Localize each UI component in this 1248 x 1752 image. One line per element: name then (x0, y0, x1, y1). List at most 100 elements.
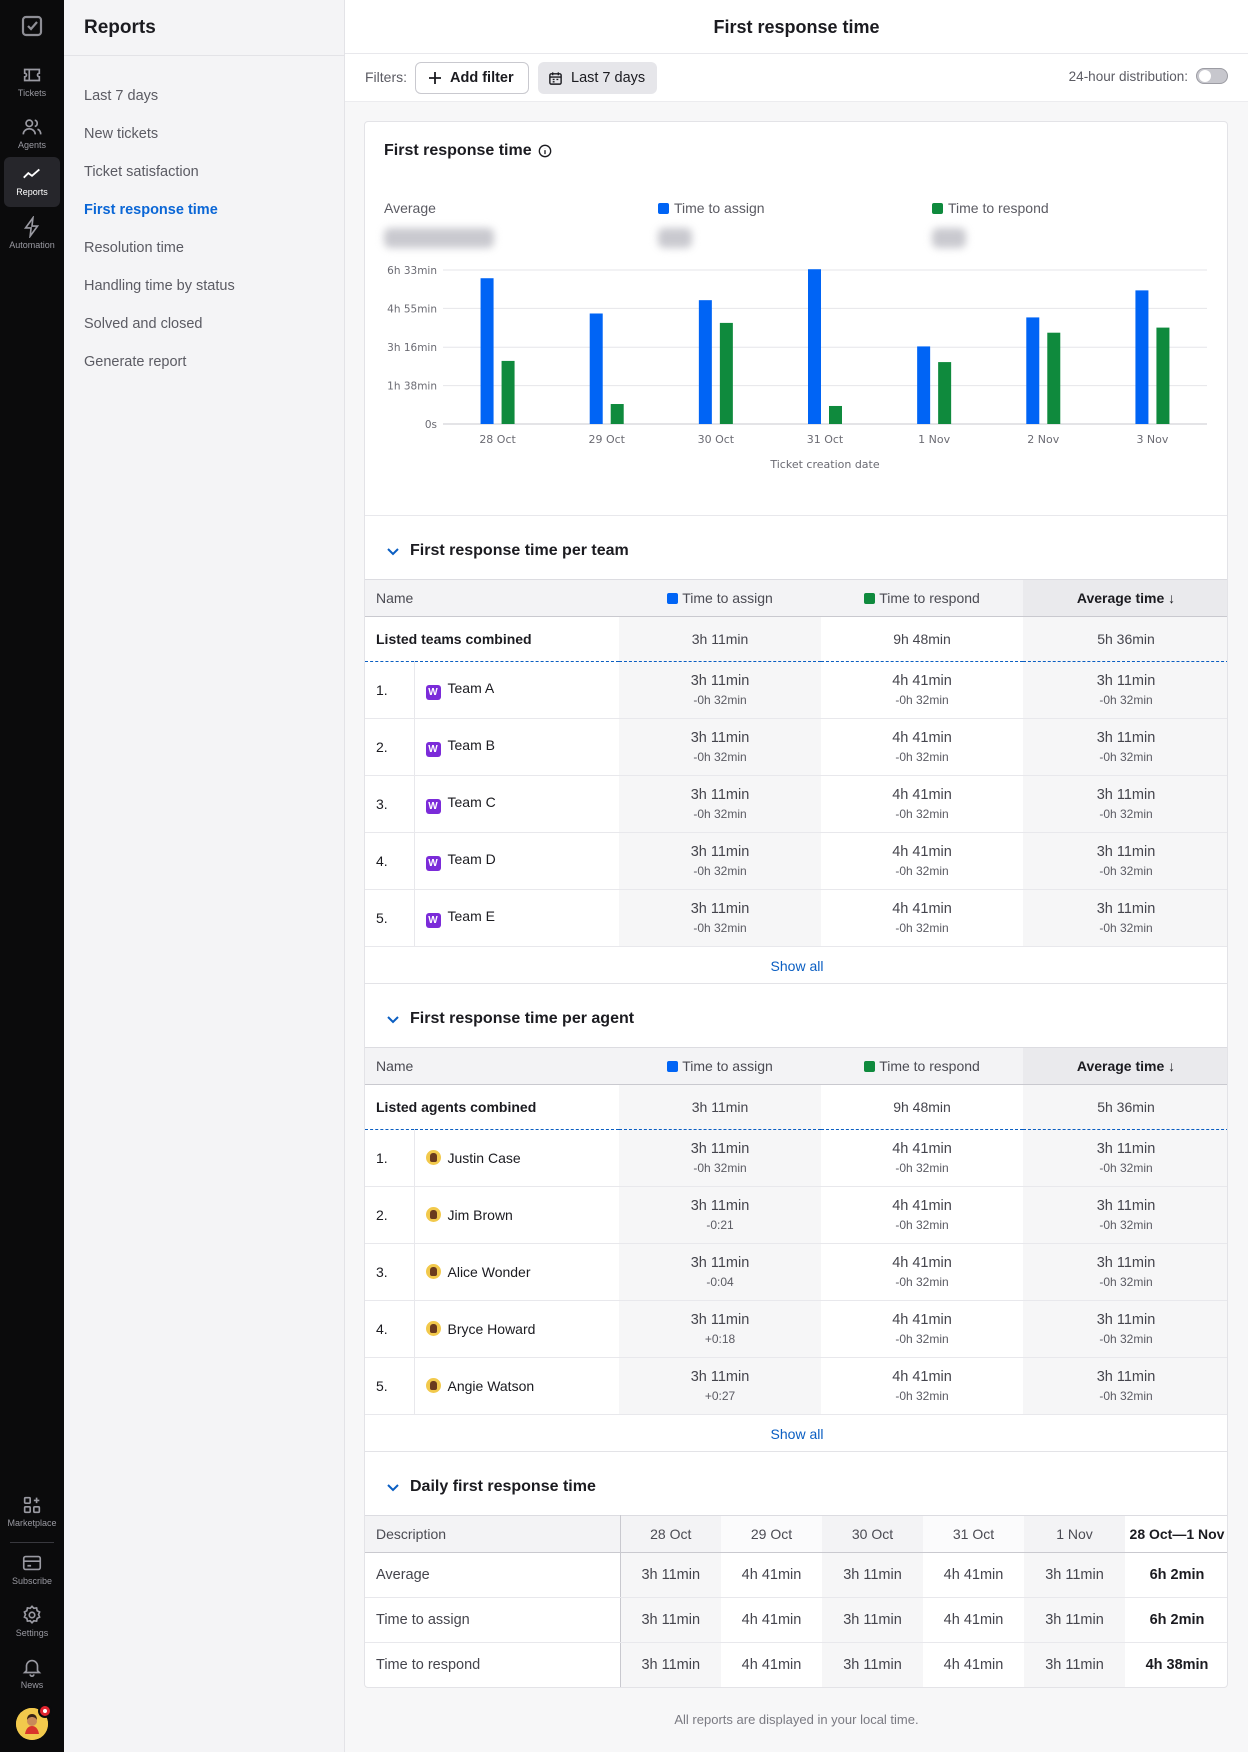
day-value: 3h 11min (1024, 1642, 1125, 1687)
avg-delta: -0h 32min (1099, 1275, 1153, 1289)
col-range-total[interactable]: 28 Oct—1 Nov (1125, 1515, 1227, 1553)
x-axis-label: Ticket creation date (769, 458, 879, 471)
rail-label: News (20, 1680, 44, 1690)
assign-delta: -0h 32min (693, 750, 747, 764)
col-day[interactable]: 1 Nov (1024, 1515, 1125, 1553)
sidebar-item-last-7-days[interactable]: Last 7 days (84, 88, 159, 104)
stat-assign-value-redacted (658, 228, 692, 248)
rail-item-automation[interactable]: Automation (4, 210, 60, 260)
stat-assign: Time to assign (658, 200, 765, 216)
row-rank: 3. (365, 775, 415, 833)
rail-item-news[interactable]: News (4, 1650, 60, 1700)
col-time-to-assign[interactable]: Time to assign (619, 1047, 822, 1085)
col-day[interactable]: 28 Oct (620, 1515, 721, 1553)
sidebar-item-ticket-satisfaction[interactable]: Ticket satisfaction (84, 164, 199, 180)
info-icon[interactable] (538, 144, 552, 158)
sidebar-item-resolution-time[interactable]: Resolution time (84, 240, 184, 256)
agents-show-all-link[interactable]: Show all (365, 1416, 1227, 1452)
table-row[interactable]: 3. Alice Wonder 3h 11min -0:04 4h 41min -0… (365, 1243, 1227, 1301)
rail-item-marketplace[interactable]: Marketplace (4, 1488, 60, 1538)
rail-item-subscribe[interactable]: Subscribe (4, 1546, 60, 1596)
sidebar-item-generate-report[interactable]: Generate report (84, 354, 187, 370)
rail-item-settings[interactable]: Settings (4, 1598, 60, 1648)
col-day[interactable]: 31 Oct (923, 1515, 1024, 1553)
add-filter-button[interactable]: Add filter (415, 62, 529, 94)
table-row[interactable]: 5. Angie Watson 3h 11min +0:27 4h 41min -0… (365, 1357, 1227, 1415)
agent-name: Alice Wonder (447, 1264, 531, 1280)
stat-respond-label: Time to respond (948, 200, 1049, 216)
avg-value: 3h 11min (1096, 1369, 1156, 1385)
combined-label: Listed agents combined (365, 1084, 620, 1130)
app-logo-icon[interactable] (20, 14, 44, 38)
assign-cell: 3h 11min -0:04 (619, 1243, 822, 1301)
table-row[interactable]: 5. W Team E 3h 11min -0h 32min 4h 41min -0h… (365, 889, 1227, 947)
daily-section-toggle[interactable]: Daily first response time (386, 1478, 596, 1496)
table-row[interactable]: 1. W Team A 3h 11min -0h 32min 4h 41min -0h… (365, 661, 1227, 719)
respond-cell: 4h 41min -0h 32min (821, 1186, 1024, 1244)
rail-item-tickets[interactable]: Tickets (4, 58, 60, 108)
respond-delta: -0h 32min (895, 807, 949, 821)
col-assign-label: Time to assign (682, 1058, 773, 1074)
col-day[interactable]: 29 Oct (721, 1515, 822, 1553)
agents-icon (22, 119, 42, 135)
section-divider (365, 515, 1227, 516)
ticket-icon (23, 68, 41, 82)
col-name[interactable]: Name (365, 1047, 620, 1085)
col-avg-label: Average time (1076, 590, 1165, 606)
user-avatar[interactable] (16, 1704, 52, 1740)
range-total-value: 6h 2min (1125, 1597, 1227, 1643)
reports-sidebar: Reports Last 7 days New tickets Ticket s… (64, 0, 345, 1752)
avg-value: 3h 11min (1096, 1312, 1156, 1328)
bar-time-to-respond (938, 362, 952, 424)
day-value: 4h 41min (721, 1642, 822, 1687)
col-description[interactable]: Description (365, 1515, 621, 1553)
bar-time-to-assign (589, 313, 603, 424)
team-name-cell: W Team E (414, 889, 620, 947)
team-name: Team C (447, 794, 496, 810)
rail-label: Settings (15, 1628, 49, 1638)
teams-section-toggle[interactable]: First response time per team (386, 542, 629, 560)
col-time-to-assign[interactable]: Time to assign (619, 579, 822, 617)
col-average-time[interactable]: Average time ↓ (1023, 579, 1227, 617)
col-time-to-respond[interactable]: Time to respond (821, 1047, 1024, 1085)
sidebar-item-solved-and-closed[interactable]: Solved and closed (84, 316, 203, 332)
col-time-to-respond[interactable]: Time to respond (821, 579, 1024, 617)
y-tick-label: 1h 38min (387, 381, 437, 393)
lightning-icon (23, 216, 40, 238)
rail-item-agents[interactable]: Agents (4, 110, 60, 160)
combined-avg: 5h 36min (1023, 1084, 1227, 1130)
agents-section-toggle[interactable]: First response time per agent (386, 1010, 634, 1028)
row-rank: 2. (365, 1186, 415, 1244)
col-name[interactable]: Name (365, 579, 620, 617)
table-row[interactable]: 3. W Team C 3h 11min -0h 32min 4h 41min -0h… (365, 775, 1227, 833)
distribution-toggle[interactable] (1196, 68, 1228, 84)
table-row[interactable]: 4. Bryce Howard 3h 11min +0:18 4h 41min -0… (365, 1300, 1227, 1358)
table-row[interactable]: 2. W Team B 3h 11min -0h 32min 4h 41min -0h… (365, 718, 1227, 776)
assign-delta: +0:18 (704, 1332, 736, 1346)
table-row[interactable]: 1. Justin Case 3h 11min -0h 32min 4h 41mi… (365, 1129, 1227, 1187)
assign-value: 3h 11min (690, 1255, 750, 1271)
x-tick-label: 3 Nov (1136, 433, 1168, 446)
stat-average-value-redacted (384, 228, 494, 248)
summary-title: First response time (384, 142, 532, 159)
teams-show-all-link[interactable]: Show all (365, 948, 1227, 984)
rail-item-reports[interactable]: Reports (4, 157, 60, 207)
team-icon: W (425, 799, 441, 814)
sidebar-item-first-response-time[interactable]: First response time (84, 202, 218, 218)
assign-cell: 3h 11min -0h 32min (619, 889, 822, 947)
respond-delta: -0h 32min (895, 750, 949, 764)
day-value: 3h 11min (1024, 1597, 1125, 1643)
sidebar-item-handling-time-by-status[interactable]: Handling time by status (84, 278, 235, 294)
day-value: 3h 11min (620, 1552, 721, 1598)
day-value: 3h 11min (1024, 1552, 1125, 1598)
assign-value: 3h 11min (690, 1141, 750, 1157)
respond-cell: 4h 41min -0h 32min (821, 661, 1024, 719)
assign-swatch (658, 203, 669, 214)
col-average-time[interactable]: Average time ↓ (1023, 1047, 1227, 1085)
col-day[interactable]: 30 Oct (822, 1515, 923, 1553)
combined-respond: 9h 48min (821, 1084, 1024, 1130)
date-range-button[interactable]: Last 7 days (538, 62, 658, 94)
sidebar-item-new-tickets[interactable]: New tickets (84, 126, 159, 142)
table-row[interactable]: 2. Jim Brown 3h 11min -0:21 4h 41min -0h 3… (365, 1186, 1227, 1244)
table-row[interactable]: 4. W Team D 3h 11min -0h 32min 4h 41min -0h… (365, 832, 1227, 890)
